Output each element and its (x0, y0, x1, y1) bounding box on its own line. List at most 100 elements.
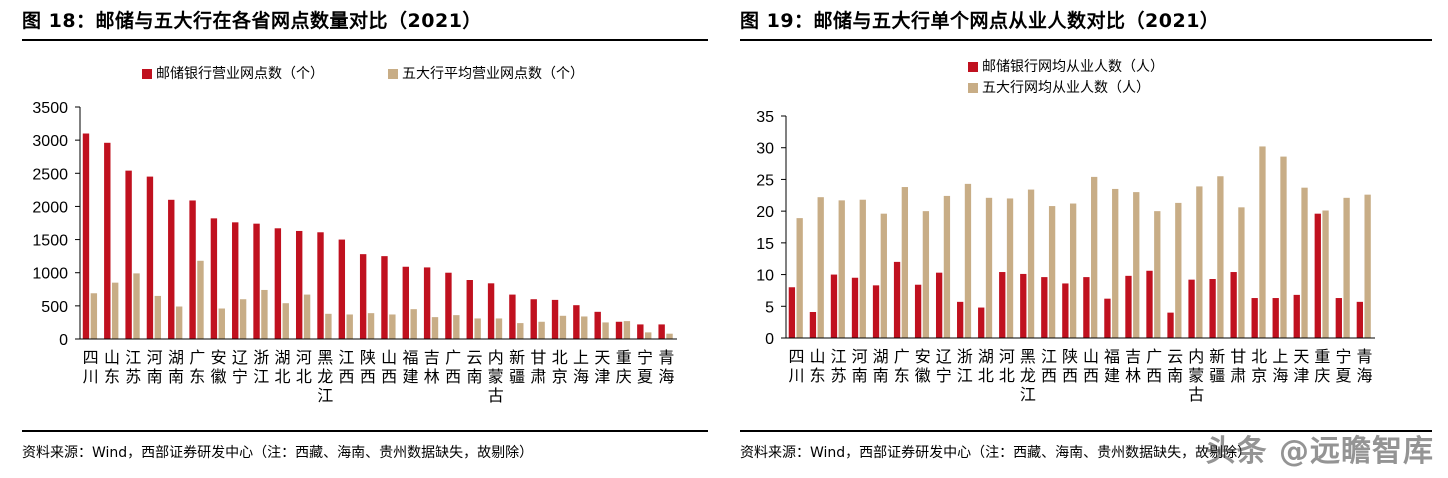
bar-big-five (410, 309, 417, 339)
bar-big-five (90, 293, 98, 339)
bar-big-five (218, 308, 225, 339)
bar-psbc (788, 287, 796, 338)
bar-psbc (146, 176, 154, 339)
bar-psbc (189, 200, 196, 339)
bottom-rule (22, 430, 708, 432)
bar-big-five (581, 316, 588, 339)
x-tick-label: 吉林 (424, 348, 440, 386)
bar-chart-staff: 邮储银行网均从业人数（人） 五大行网均从业人数（人） 0 5 10 15 20 25 30 35 四… (756, 59, 1375, 404)
chart-panel-18: 图 18：邮储与五大行在各省网点数量对比（2021） 邮储银行营业网点数（个） 五… (22, 10, 708, 461)
bar-psbc (1335, 298, 1342, 338)
bar-big-five (367, 313, 375, 339)
bar-psbc (125, 170, 132, 339)
bar-psbc (1167, 312, 1174, 338)
top-rule (22, 39, 708, 41)
bar-psbc (210, 218, 218, 339)
bar-big-five (796, 218, 803, 338)
source-note: 资料来源：Wind，西部证券研发中心（注：西藏、海南、贵州数据缺失，故剔除） (22, 445, 534, 461)
x-tick-label: 福建 (1104, 347, 1120, 385)
bar-psbc (914, 284, 922, 338)
bar-psbc (1062, 283, 1069, 338)
x-tick-label: 云南 (466, 348, 482, 386)
bar-psbc (487, 283, 495, 339)
bar-big-five (1027, 189, 1035, 338)
x-tick-label: 河南 (147, 348, 163, 386)
x-tick-label: 新疆 (509, 348, 525, 386)
y-tick-label: 3500 (32, 100, 68, 117)
bar-psbc (1041, 277, 1048, 338)
x-tick-label: 湖南 (168, 348, 184, 386)
watermark: 头条 @远瞻智库 (1205, 434, 1434, 469)
x-tick-label: 宁夏 (637, 348, 653, 386)
x-tick-label: 湖北 (275, 348, 291, 386)
bar-psbc (851, 277, 859, 338)
x-tick-label: 安徽 (211, 348, 227, 386)
x-tick-label: 湖南 (873, 347, 889, 385)
y-tick-label: 0 (59, 332, 68, 349)
legend-swatch (968, 83, 978, 93)
x-tick-label: 青海 (658, 348, 674, 386)
bar-big-five (559, 315, 567, 339)
bar-psbc (1251, 298, 1258, 338)
bar-big-five (1301, 187, 1308, 338)
bar-big-five (282, 303, 289, 339)
chart-title: 图 19：邮储与五大行单个网点从业人数对比（2021） (740, 10, 1220, 32)
bar-psbc (893, 261, 901, 338)
bar-big-five (901, 187, 909, 338)
x-tick-label: 黑龙江 (317, 348, 333, 405)
legend-swatch (142, 69, 152, 79)
bar-big-five (1217, 176, 1224, 338)
bar-big-five (239, 299, 247, 339)
bar-psbc (809, 311, 817, 338)
bar-psbc (1146, 270, 1153, 338)
bar-psbc (615, 321, 623, 339)
x-tick-label: 广东 (894, 347, 910, 385)
x-tick-label: 甘肃 (1230, 347, 1246, 385)
bar-psbc (1209, 279, 1216, 338)
legend-label: 邮储银行网均从业人数（人） (982, 59, 1164, 75)
bar-psbc (1104, 298, 1111, 338)
x-tick-label: 江西 (339, 348, 355, 386)
bar-big-five (602, 322, 609, 339)
x-tick-label: 辽宁 (232, 348, 248, 386)
bar-big-five (154, 295, 162, 339)
bar-big-five (1006, 198, 1014, 338)
bar-big-five (1091, 176, 1098, 338)
x-tick-label: 宁夏 (1335, 347, 1351, 385)
x-tick-label: 陕西 (360, 348, 376, 386)
y-tick-label: 35 (756, 109, 774, 126)
x-tick-label: 广东 (189, 348, 205, 386)
bar-psbc (1272, 298, 1279, 338)
bar-big-five (346, 314, 353, 339)
x-tick-label: 青海 (1356, 347, 1372, 385)
bar-chart-branches: 邮储银行营业网点数（个） 五大行平均营业网点数（个） 0 500 1000 1500 200… (32, 66, 677, 405)
bar-big-five (495, 318, 503, 339)
bar-psbc (530, 299, 537, 339)
x-tick-label: 浙江 (957, 347, 973, 385)
bar-psbc (104, 142, 111, 339)
x-tick-label: 山西 (381, 348, 397, 386)
x-tick-label: 黑龙江 (1020, 347, 1036, 404)
bar-big-five (1259, 146, 1266, 338)
bar-big-five (303, 294, 311, 339)
bar-big-five (538, 321, 545, 339)
bar-psbc (232, 222, 239, 339)
bar-psbc (1188, 279, 1195, 338)
x-tick-label: 福建 (402, 348, 418, 386)
x-tick-label: 山东 (810, 347, 826, 385)
legend-swatch (388, 69, 398, 79)
bar-big-five (1238, 207, 1245, 338)
bar-psbc (445, 272, 452, 339)
x-tick-label: 湖北 (978, 347, 994, 385)
bar-psbc (317, 232, 324, 339)
legend-label: 五大行网均从业人数（人） (982, 80, 1150, 96)
bar-big-five (175, 306, 183, 339)
x-tick-label: 江苏 (831, 347, 847, 385)
x-tick-label: 安徽 (915, 347, 931, 385)
chart-panel-19: 图 19：邮储与五大行单个网点从业人数对比（2021） 邮储银行网均从业人数（人… (724, 0, 1448, 478)
bar-big-five (453, 315, 460, 339)
bar-psbc (1356, 301, 1364, 338)
y-tick-label: 3000 (32, 133, 68, 150)
bar-psbc (168, 199, 175, 339)
x-tick-label: 上海 (573, 348, 589, 386)
